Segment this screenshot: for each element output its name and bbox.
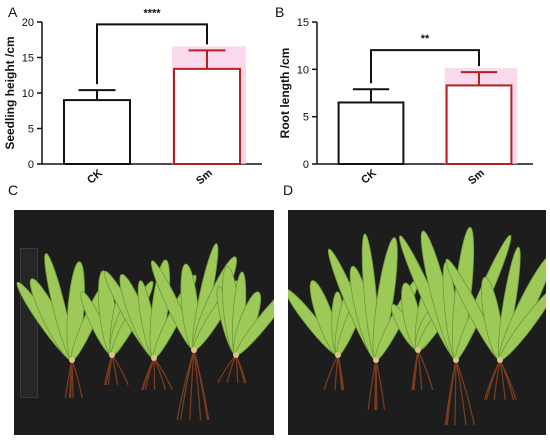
y-tick-label: 15 xyxy=(22,53,34,65)
seedling-height-chart: 0 5 10 15 20 Seedling height /cm CK Sm **** xyxy=(3,7,262,187)
plant-crown xyxy=(453,357,459,363)
y-axis-label: Seedling height /cm xyxy=(3,36,17,149)
plant-root xyxy=(153,357,173,391)
plant-root xyxy=(493,359,501,401)
significance-label: ** xyxy=(421,33,430,45)
bar-ck xyxy=(63,99,131,165)
plant-root xyxy=(193,349,202,421)
panel-label-a: A xyxy=(8,4,18,20)
plant-root xyxy=(375,359,378,411)
bar-sm xyxy=(445,84,513,165)
plant-root xyxy=(153,357,156,391)
plant-root xyxy=(226,354,237,384)
y-tick-label: 20 xyxy=(22,17,34,29)
plant xyxy=(445,246,546,401)
plant-root xyxy=(446,359,457,426)
plant-crown xyxy=(373,357,379,363)
panel-label-b: B xyxy=(275,4,285,20)
plant xyxy=(150,243,239,421)
plant-crown xyxy=(69,357,75,363)
panel-label-d: D xyxy=(283,182,294,198)
plant-root xyxy=(499,359,517,401)
y-tick-label: 5 xyxy=(28,124,34,136)
plant xyxy=(216,266,274,384)
panel-label-c: C xyxy=(8,182,19,198)
plant-root xyxy=(217,354,237,384)
root-length-chart: 0 5 10 15 Root length /cm CK Sm ** xyxy=(278,17,533,187)
plant-root xyxy=(323,354,339,391)
plant-root xyxy=(413,349,419,391)
significance-bracket xyxy=(96,23,208,85)
plant-crown xyxy=(233,352,239,358)
x-tick-label: CK xyxy=(359,167,379,186)
sm-seedlings-photo xyxy=(288,210,546,435)
bar-sm xyxy=(173,67,241,165)
y-axis-label: Root length /cm xyxy=(278,48,292,139)
plant-root xyxy=(71,359,74,399)
plant-root xyxy=(189,349,195,421)
plant-crown xyxy=(415,347,421,353)
x-tick-label: Sm xyxy=(466,167,487,187)
y-tick-label: 10 xyxy=(22,88,34,100)
plant-root xyxy=(367,359,377,411)
x-tick-label: CK xyxy=(85,167,105,186)
plant-crown xyxy=(151,355,157,361)
sm-seedlings-image xyxy=(288,226,546,426)
bar-ck xyxy=(337,101,405,165)
plant-root xyxy=(417,349,434,391)
plant-root xyxy=(375,359,386,411)
y-tick-label: 0 xyxy=(28,159,34,171)
plant-root xyxy=(193,349,210,421)
plant-root xyxy=(455,359,475,426)
y-tick-label: 5 xyxy=(303,112,309,124)
plant-root xyxy=(485,359,501,401)
plant-root xyxy=(71,359,83,399)
plant-root xyxy=(180,349,195,421)
plant-crown xyxy=(497,357,503,363)
significance-bracket xyxy=(370,49,480,84)
y-tick-label: 0 xyxy=(303,159,309,171)
plant-root xyxy=(417,349,423,391)
plant-root xyxy=(111,354,129,386)
plant-crown xyxy=(191,347,197,353)
plant-root xyxy=(455,359,467,426)
plant-root xyxy=(454,359,457,426)
x-tick-label: Sm xyxy=(194,167,215,187)
plant-crown xyxy=(109,352,115,358)
plant-root xyxy=(499,359,506,401)
y-tick-label: 15 xyxy=(297,17,309,29)
ck-seedlings-photo xyxy=(14,210,274,435)
plant-crown xyxy=(335,352,341,358)
y-tick-label: 10 xyxy=(297,64,309,76)
significance-label: **** xyxy=(143,7,161,19)
ck-seedlings-image xyxy=(16,243,274,421)
plant-root xyxy=(499,359,515,401)
